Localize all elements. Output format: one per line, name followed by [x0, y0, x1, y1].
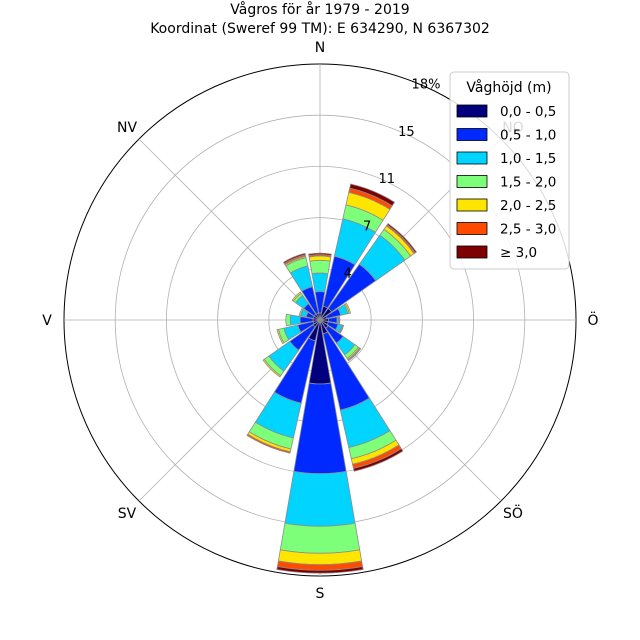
rose-segment — [291, 291, 302, 302]
grid-spoke — [138, 138, 321, 321]
radial-tick-label: 7 — [363, 219, 371, 234]
chart-subtitle: Koordinat (Sweref 99 TM): E 634290, N 63… — [150, 21, 490, 37]
legend-title: Våghöjd (m) — [466, 79, 551, 96]
rose-segment — [276, 566, 364, 574]
radial-tick-label: 18% — [412, 78, 441, 93]
direction-label: N — [315, 40, 325, 56]
legend-label: 0,5 - 1,0 — [500, 128, 556, 144]
legend-swatch — [456, 222, 488, 235]
rose-segment — [339, 324, 345, 334]
rose-segment — [352, 448, 404, 472]
legend-label: 1,5 - 2,0 — [500, 175, 556, 191]
legend-swatch — [456, 245, 488, 259]
legend-label: 0,0 - 0,5 — [500, 104, 556, 120]
rose-segment — [349, 183, 396, 207]
legend-swatch — [456, 128, 488, 141]
radial-tick-labels: 4 7 11 15 18% — [343, 78, 440, 282]
chart-title: Vågros för år 1979 - 2019 — [230, 1, 409, 18]
radial-tick-label: 15 — [398, 125, 415, 140]
rose-segment — [298, 308, 304, 317]
radial-tick-label: 11 — [379, 172, 396, 187]
radial-tick-label: 4 — [343, 267, 351, 282]
direction-label: SV — [118, 506, 137, 522]
rose-segment — [347, 347, 362, 362]
legend-swatch — [456, 175, 488, 188]
rose-segment — [344, 302, 351, 314]
rose-bars — [246, 183, 418, 574]
direction-label: S — [316, 586, 325, 602]
rose-segment — [276, 328, 285, 345]
direction-label: V — [42, 313, 52, 329]
rose-segment — [311, 272, 329, 293]
direction-label: NV — [117, 120, 137, 136]
direction-label: SÖ — [503, 504, 523, 522]
legend-label: 2,5 - 3,0 — [500, 222, 556, 238]
legend-frame — [449, 71, 570, 270]
legend-label: 2,0 - 2,5 — [500, 198, 556, 214]
rose-segment — [308, 252, 332, 256]
rose-segment — [338, 316, 341, 324]
rose-segment — [289, 314, 301, 326]
rose-segment — [285, 313, 292, 327]
rose-segment — [282, 252, 306, 265]
rose-segment — [279, 522, 361, 554]
legend-swatch — [456, 198, 488, 212]
legend: Våghöjd (m) 0,0 - 0,5 0,5 - 1,0 1,0 - 1,5 1… — [449, 71, 570, 270]
legend-label: ≥ 3,0 — [500, 245, 537, 261]
rose-segment — [386, 222, 418, 254]
rose-segment — [284, 470, 356, 527]
rose-segment — [262, 358, 282, 378]
legend-label: 1,0 - 1,5 — [500, 151, 556, 167]
rose-segment — [246, 433, 291, 454]
legend-swatch — [456, 151, 488, 165]
legend-swatch — [456, 104, 488, 118]
direction-label: Ö — [587, 311, 598, 329]
rose-segment — [309, 259, 331, 275]
